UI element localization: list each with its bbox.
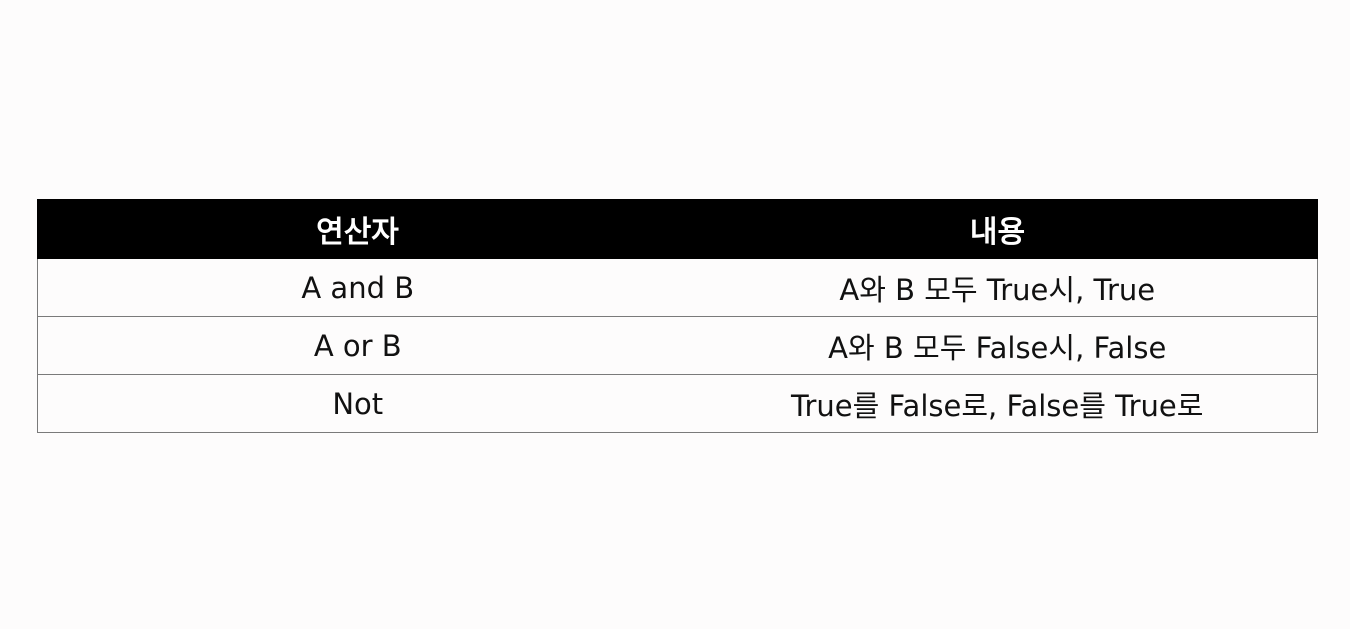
operator-cell: A and B <box>37 258 678 317</box>
header-operator: 연산자 <box>37 199 678 259</box>
description-text: A와 B 모두 True시, True <box>839 272 1156 307</box>
table-row: Not True를 False로, False를 True로 <box>37 374 1318 433</box>
table-row: A or B A와 B 모두 False시, False <box>37 316 1318 375</box>
table-body: A and B A와 B 모두 True시, True A or B A와 B … <box>37 258 1318 433</box>
operator-cell: Not <box>37 374 678 433</box>
description-cell: A와 B 모두 True시, True <box>677 258 1318 317</box>
description-text: True를 False로, False를 True로 <box>791 388 1204 423</box>
operator-text: A or B <box>313 328 402 363</box>
operator-text: A and B <box>301 270 415 305</box>
table-row: A and B A와 B 모두 True시, True <box>37 258 1318 317</box>
description-text: A와 B 모두 False시, False <box>828 330 1167 365</box>
operator-cell: A or B <box>37 316 678 375</box>
description-cell: A와 B 모두 False시, False <box>677 316 1318 375</box>
header-description-label: 내용 <box>969 215 1026 250</box>
description-cell: True를 False로, False를 True로 <box>677 374 1318 433</box>
header-operator-label: 연산자 <box>316 215 399 250</box>
table-header: 연산자 내용 <box>37 199 1318 259</box>
operator-text: Not <box>332 386 384 421</box>
header-description: 내용 <box>677 199 1318 259</box>
header-row: 연산자 내용 <box>37 199 1318 259</box>
logical-operators-table: 연산자 내용 A and B A와 B 모두 True시, True A or … <box>37 199 1318 433</box>
